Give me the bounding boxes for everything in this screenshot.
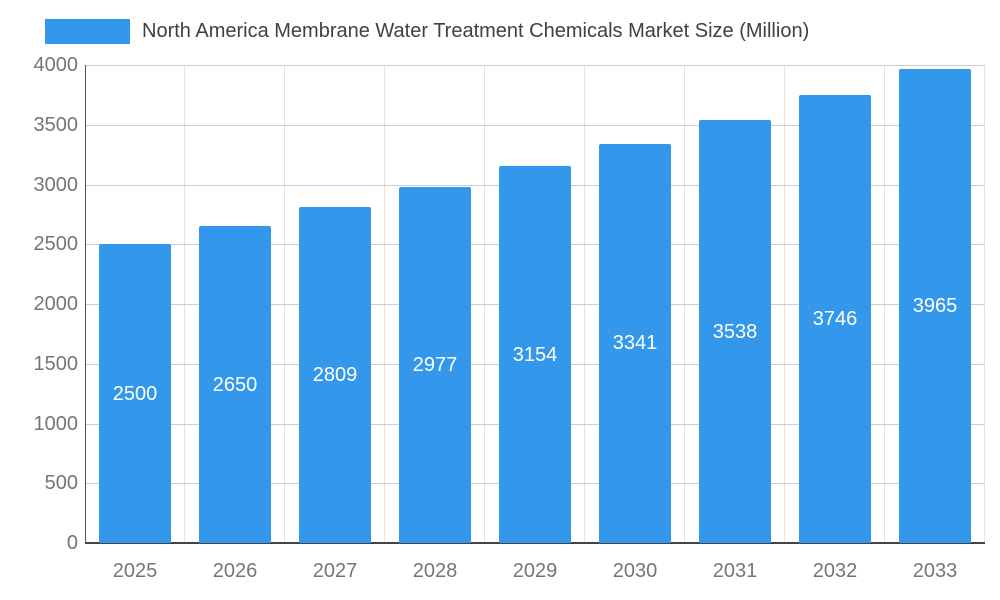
y-tick-label: 500	[44, 472, 78, 495]
x-tick-label: 2029	[512, 560, 558, 582]
x-tick-label: 2033	[912, 560, 958, 582]
x-tick-label: 2027	[312, 560, 358, 582]
y-tick-label: 2000	[33, 293, 79, 315]
bar-2025	[99, 244, 171, 543]
y-tick-label: 0	[66, 532, 78, 554]
bar-2031	[699, 120, 771, 543]
y-tick-label: 1000	[33, 412, 79, 435]
gridline	[85, 65, 985, 66]
plot-area: 2500 2650 2809 2977 3154 3341 3538 3746 3965	[85, 65, 985, 544]
bar-2032	[799, 95, 871, 543]
y-axis-labels: 0 500 1000 1500 2000 2500 3000 3500 4000	[0, 0, 79, 600]
y-tick-label: 1500	[33, 352, 79, 375]
x-tick-label: 2032	[812, 560, 858, 582]
y-axis-line	[85, 65, 86, 543]
y-tick-label: 4000	[33, 54, 79, 76]
gridline	[85, 124, 985, 126]
chart-legend: North America Membrane Water Treatment C…	[45, 17, 809, 45]
bar-2030	[599, 143, 671, 543]
bar-2026	[199, 226, 271, 543]
y-tick-label: 3000	[33, 173, 79, 196]
bar-2033	[899, 69, 971, 543]
bar-2029	[499, 166, 571, 543]
x-axis-labels: 2025 2026 2027 2028 2029 2030 2031 2032 2033	[85, 556, 985, 590]
x-tick-label: 2026	[212, 560, 258, 582]
chart-title: North America Membrane Water Treatment C…	[142, 19, 810, 42]
x-tick-label: 2025	[112, 560, 158, 582]
y-tick-label: 2500	[33, 233, 79, 256]
bar-2028	[399, 187, 471, 543]
x-axis-line	[85, 542, 985, 544]
bar-2027	[299, 207, 371, 543]
legend-swatch-icon	[45, 18, 130, 44]
y-tick-label: 3500	[33, 113, 79, 136]
x-tick-label: 2030	[612, 560, 658, 582]
x-tick-label: 2028	[412, 560, 458, 582]
x-tick-label: 2031	[712, 560, 758, 582]
